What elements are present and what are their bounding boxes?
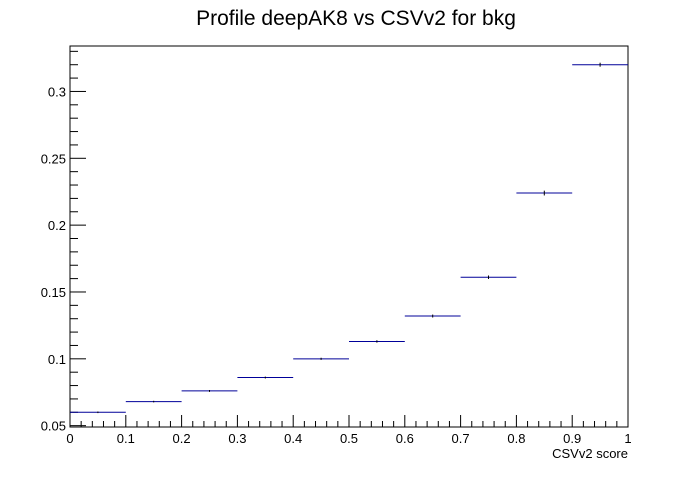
x-tick-label: 0.3 <box>228 431 246 446</box>
chart-title: Profile deepAK8 vs CSVv2 for bkg <box>196 7 516 30</box>
y-axis: 0.05 0.1 0.15 0.2 0.25 0.3 <box>41 50 86 434</box>
y-tick-label: 0.05 <box>41 419 66 434</box>
data-series <box>70 62 628 414</box>
y-tick-label: 0.25 <box>41 151 66 166</box>
x-axis-label: CSVv2 score <box>552 446 628 461</box>
x-tick-label: 0.7 <box>452 431 470 446</box>
y-tick-label: 0.15 <box>41 285 66 300</box>
y-tick-label: 0.2 <box>48 218 66 233</box>
x-tick-label: 0 <box>66 431 73 446</box>
x-axis: 0 0.1 0.2 0.3 0.4 0.5 0.6 0.7 0.8 0.9 1 <box>66 415 632 446</box>
x-tick-label: 0.9 <box>563 431 581 446</box>
plot-frame <box>69 45 629 428</box>
x-tick-label: 1 <box>624 431 631 446</box>
x-tick-label: 0.4 <box>284 431 302 446</box>
x-tick-label: 0.6 <box>396 431 414 446</box>
y-tick-label: 0.1 <box>48 352 66 367</box>
x-tick-label: 0.2 <box>173 431 191 446</box>
x-tick-label: 0.5 <box>340 431 358 446</box>
x-tick-label: 0.1 <box>117 431 135 446</box>
y-tick-label: 0.3 <box>48 84 66 99</box>
x-tick-label: 0.8 <box>507 431 525 446</box>
